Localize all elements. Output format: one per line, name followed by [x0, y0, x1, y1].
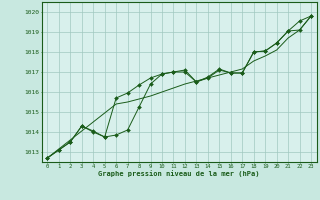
X-axis label: Graphe pression niveau de la mer (hPa): Graphe pression niveau de la mer (hPa): [99, 170, 260, 177]
